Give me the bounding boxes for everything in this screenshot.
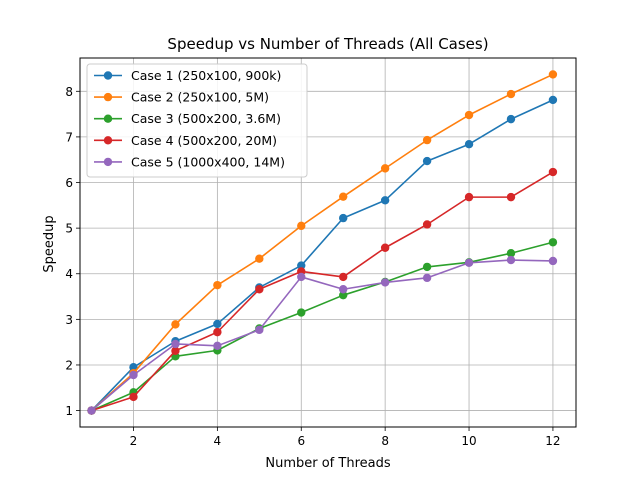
data-point bbox=[255, 325, 264, 335]
data-point bbox=[506, 192, 516, 202]
data-point bbox=[464, 258, 474, 267]
data-point bbox=[548, 70, 558, 79]
data-point bbox=[506, 255, 516, 265]
data-point bbox=[339, 213, 348, 223]
legend-label: Case 3 (500x200, 3.6M) bbox=[131, 111, 281, 126]
y-tick-label: 2 bbox=[65, 358, 73, 372]
data-point bbox=[129, 363, 138, 372]
data-point bbox=[464, 140, 474, 149]
data-point bbox=[422, 135, 432, 145]
data-point bbox=[548, 95, 558, 105]
series-line bbox=[91, 73, 554, 412]
legend-item: Case 3 (500x200, 3.6M) bbox=[94, 111, 281, 126]
legend-marker bbox=[103, 71, 113, 80]
data-point bbox=[255, 285, 264, 294]
data-point bbox=[380, 278, 390, 287]
data-point bbox=[339, 192, 348, 201]
data-point bbox=[171, 320, 180, 329]
data-point bbox=[213, 280, 222, 290]
legend-box bbox=[86, 63, 308, 178]
y-tick-label: 6 bbox=[65, 176, 73, 190]
legend-item: Case 5 (1000x400, 14M) bbox=[94, 154, 285, 169]
legend-label: Case 2 (250x100, 5M) bbox=[131, 90, 269, 105]
series-line bbox=[91, 241, 554, 412]
legend-label: Case 1 (250x100, 900k) bbox=[131, 68, 281, 83]
series-line bbox=[90, 99, 554, 412]
x-tick-label: 4 bbox=[214, 434, 222, 448]
data-point bbox=[213, 327, 222, 337]
data-point bbox=[380, 196, 390, 205]
data-point bbox=[297, 261, 306, 270]
data-point bbox=[506, 114, 516, 124]
x-tick-label: 2 bbox=[130, 434, 138, 448]
data-point bbox=[422, 220, 432, 229]
legend-label: Case 5 (1000x400, 14M) bbox=[131, 154, 285, 169]
legend-label: Case 4 (500x200, 20M) bbox=[131, 133, 277, 148]
y-tick-label: 4 bbox=[65, 267, 73, 281]
series-layer bbox=[87, 70, 558, 415]
data-point bbox=[422, 156, 432, 166]
legend-marker bbox=[103, 92, 113, 102]
data-point bbox=[213, 341, 222, 351]
data-point bbox=[255, 254, 264, 263]
y-tick-label: 7 bbox=[65, 130, 73, 144]
data-point bbox=[422, 273, 432, 283]
data-point bbox=[297, 272, 306, 282]
y-tick-label: 1 bbox=[65, 404, 73, 418]
data-point bbox=[464, 110, 474, 120]
data-point bbox=[422, 262, 432, 272]
data-point bbox=[129, 392, 138, 402]
data-point bbox=[339, 285, 348, 294]
data-point bbox=[506, 249, 516, 258]
data-point bbox=[87, 406, 96, 415]
series-5 bbox=[87, 255, 558, 415]
data-point bbox=[548, 256, 558, 266]
x-tick-label: 12 bbox=[545, 434, 560, 448]
legend: Case 1 (250x100, 900k) Case 2 (250x100, 5… bbox=[86, 63, 308, 178]
y-tick-label: 3 bbox=[65, 313, 73, 327]
data-point bbox=[464, 192, 474, 202]
y-tick-label: 5 bbox=[65, 222, 73, 236]
data-point bbox=[297, 308, 306, 317]
series-3 bbox=[87, 238, 558, 415]
data-point bbox=[380, 243, 390, 252]
series-line bbox=[91, 259, 553, 412]
data-point bbox=[506, 89, 516, 99]
data-point bbox=[213, 319, 222, 329]
data-point bbox=[548, 167, 558, 177]
legend-item: Case 4 (500x200, 20M) bbox=[94, 133, 277, 148]
legend-marker bbox=[103, 157, 113, 167]
data-point bbox=[297, 221, 306, 231]
data-point bbox=[339, 272, 348, 282]
data-point bbox=[339, 290, 348, 300]
chart-title: Speedup vs Number of Threads (All Cases) bbox=[167, 35, 488, 53]
data-point bbox=[548, 238, 558, 247]
legend-item: Case 2 (250x100, 5M) bbox=[94, 90, 269, 105]
x-axis-label: Number of Threads bbox=[265, 456, 390, 471]
data-point bbox=[380, 164, 390, 173]
series-line bbox=[91, 171, 554, 412]
plot-frame bbox=[79, 57, 577, 428]
x-tick-label: 6 bbox=[297, 434, 305, 448]
legend-marker bbox=[103, 114, 113, 123]
legend-marker bbox=[103, 136, 113, 145]
data-point bbox=[171, 339, 180, 349]
x-tick-label: 8 bbox=[381, 434, 389, 448]
data-point bbox=[129, 370, 138, 380]
y-axis-label: Speedup bbox=[42, 215, 57, 272]
x-tick-label: 10 bbox=[461, 434, 476, 448]
legend-item: Case 1 (250x100, 900k) bbox=[94, 68, 281, 83]
data-point bbox=[171, 346, 180, 356]
series-4 bbox=[87, 167, 558, 415]
y-tick-label: 8 bbox=[65, 85, 73, 99]
